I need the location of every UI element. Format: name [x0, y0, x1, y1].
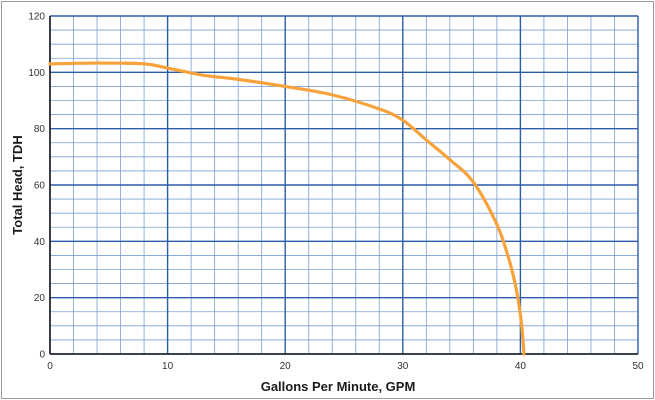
- y-tick-label: 60: [34, 181, 46, 192]
- y-tick-label: 20: [34, 293, 46, 304]
- grid: [49, 15, 639, 355]
- x-tick-label: 20: [280, 361, 292, 372]
- y-tick-label: 0: [39, 350, 45, 361]
- tick-labels: 0 10 20 30 40 50 0 20 40 60 80 100 120: [28, 12, 644, 373]
- axes: [49, 16, 638, 355]
- y-axis-label: Total Head, TDH: [10, 135, 25, 234]
- x-tick-label: 40: [515, 361, 527, 372]
- x-tick-label: 30: [397, 361, 409, 372]
- y-tick-label: 120: [28, 12, 45, 23]
- y-tick-label: 40: [34, 237, 46, 248]
- x-tick-label: 50: [632, 361, 644, 372]
- pump-curve-line: [48, 61, 526, 356]
- x-tick-label: 10: [162, 361, 174, 372]
- y-tick-label: 100: [28, 68, 45, 79]
- y-tick-label: 80: [34, 124, 46, 135]
- x-axis-label: Gallons Per Minute, GPM: [261, 379, 416, 394]
- series: [48, 61, 526, 356]
- x-tick-label: 0: [47, 361, 53, 372]
